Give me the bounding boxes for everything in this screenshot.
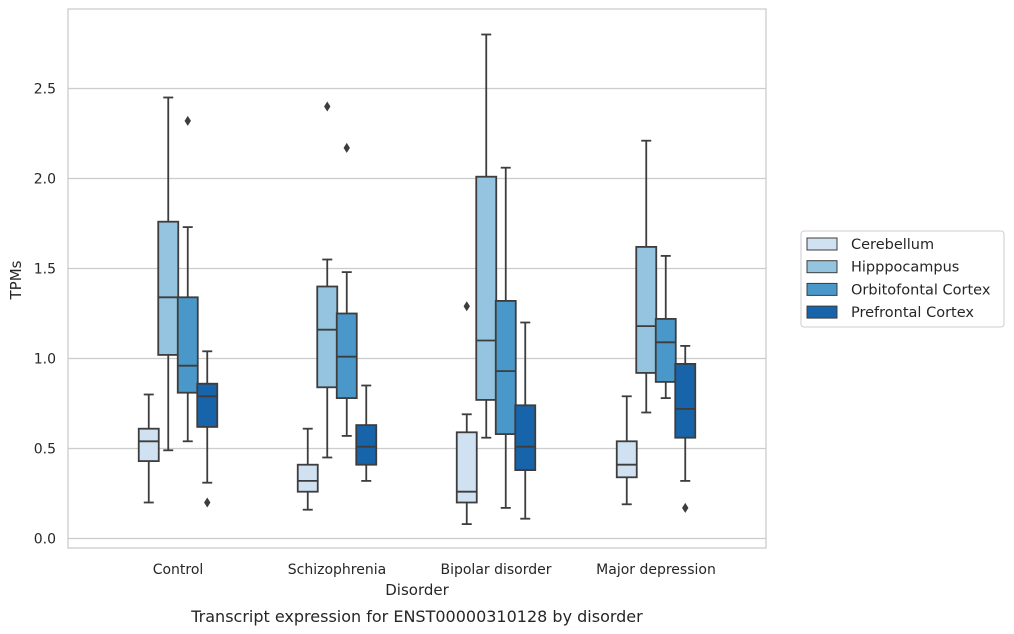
chart-caption: Transcript expression for ENST0000031012…	[190, 607, 643, 626]
box-0-0	[137, 393, 160, 504]
series-2	[176, 115, 677, 509]
outlier-marker	[463, 301, 470, 312]
y-tick-label: 1.0	[34, 352, 56, 368]
y-axis-title: TPMs	[7, 260, 25, 300]
box-3-1	[355, 384, 378, 482]
iqr-box	[335, 312, 358, 399]
series-0	[137, 301, 638, 525]
iqr-box	[316, 285, 339, 389]
box-3-0	[196, 350, 219, 508]
iqr-box	[137, 427, 160, 463]
iqr-box	[157, 220, 180, 356]
x-tick-label: Major depression	[596, 562, 716, 578]
x-tick-label: Schizophrenia	[288, 562, 386, 578]
iqr-box	[615, 440, 638, 479]
legend-label: Cerebellum	[851, 237, 934, 253]
box-3-3	[674, 344, 697, 513]
iqr-box	[196, 382, 219, 428]
box-2-3	[654, 254, 677, 400]
iqr-box	[674, 362, 697, 439]
x-axis-title: Disorder	[385, 581, 449, 599]
iqr-box	[355, 424, 378, 466]
box-3-2	[514, 321, 537, 520]
iqr-box	[635, 245, 658, 374]
legend-swatch	[806, 282, 838, 296]
y-tick-label: 2.5	[34, 82, 56, 98]
series-1	[157, 33, 658, 459]
iqr-box	[475, 175, 498, 401]
y-tick-label: 1.5	[34, 262, 56, 278]
outlier-marker	[184, 115, 191, 126]
legend: Cerebellum Hipppocampus Orbitofontal Corte…	[800, 230, 1005, 328]
x-tick-label: Bipolar disorder	[440, 562, 551, 578]
box-2-2	[494, 166, 517, 509]
plot-area-frame	[67, 8, 767, 549]
box-0-3	[615, 395, 638, 506]
box-0-1	[296, 427, 319, 511]
box-1-0	[157, 96, 180, 452]
y-tick-label: 0.0	[34, 532, 56, 548]
box-1-1	[316, 101, 339, 459]
box-1-2	[475, 33, 498, 439]
box-0-2	[455, 301, 478, 525]
x-tick-label: Control	[153, 562, 204, 578]
y-tick-label: 0.5	[34, 442, 56, 458]
iqr-box	[654, 317, 677, 383]
box-2-1	[335, 142, 358, 437]
outlier-marker	[682, 502, 689, 513]
outlier-marker	[343, 142, 350, 153]
box-2-0	[176, 115, 199, 443]
legend-label: Hipppocampus	[851, 260, 959, 276]
iqr-box	[514, 404, 537, 471]
box-series	[137, 33, 697, 525]
y-tick-label: 2.0	[34, 172, 56, 188]
series-3	[196, 321, 697, 520]
legend-swatch	[806, 260, 838, 274]
iqr-box	[176, 296, 199, 394]
legend-label: Prefrontal Cortex	[851, 305, 974, 321]
x-tick-labels: Control Schizophrenia Bipolar disorder Majo…	[153, 562, 716, 578]
y-tick-labels: 0.0 0.5 1.0 1.5 2.0 2.5	[34, 82, 56, 548]
outlier-marker	[324, 101, 331, 112]
outlier-marker	[204, 497, 211, 508]
iqr-box	[296, 463, 319, 493]
box-1-3	[635, 139, 658, 414]
legend-frame	[800, 230, 1005, 328]
iqr-box	[494, 299, 517, 435]
legend-swatch	[806, 237, 838, 251]
iqr-box	[455, 431, 478, 504]
legend-label: Orbitofontal Cortex	[851, 282, 991, 298]
legend-swatch	[806, 305, 838, 319]
